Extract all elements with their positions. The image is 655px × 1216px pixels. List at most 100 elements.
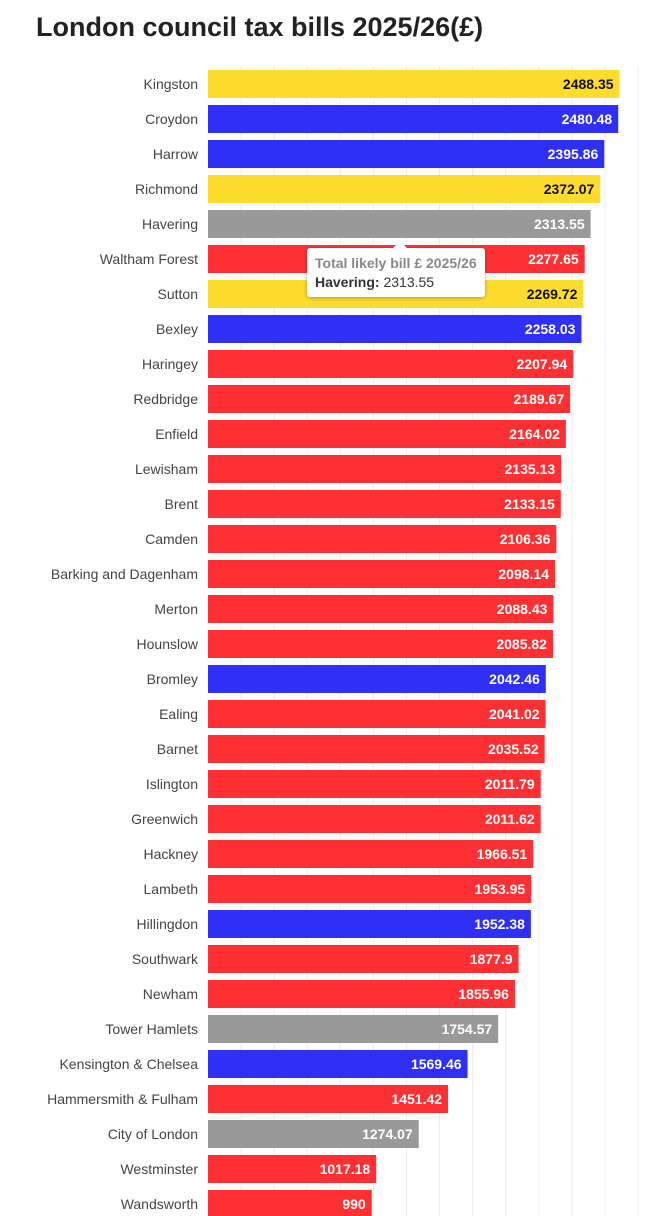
category-label: Camden	[145, 531, 198, 547]
data-label: 2277.65	[528, 251, 579, 267]
tooltip-value: 2313.55	[383, 274, 435, 290]
bar[interactable]	[208, 455, 562, 483]
bar[interactable]	[208, 945, 519, 973]
data-label: 2106.36	[500, 531, 551, 547]
data-label: 2395.86	[548, 146, 599, 162]
bar[interactable]	[208, 1015, 499, 1043]
bar[interactable]	[208, 140, 605, 168]
tooltip: Total likely bill £ 2025/26 Havering: 23…	[307, 241, 485, 297]
bar[interactable]	[208, 70, 620, 98]
data-label: 2372.07	[544, 181, 595, 197]
data-label: 2042.46	[489, 671, 540, 687]
data-label: 1877.9	[470, 951, 513, 967]
bar[interactable]	[208, 665, 546, 693]
data-label: 2011.62	[485, 811, 535, 827]
data-label: 1569.46	[411, 1056, 462, 1072]
data-label: 2258.03	[525, 321, 576, 337]
category-label: Southwark	[132, 951, 199, 967]
data-label: 2041.02	[489, 706, 540, 722]
data-label: 2011.79	[485, 776, 535, 792]
category-label: Bromley	[147, 671, 198, 687]
category-label: Sutton	[158, 286, 198, 302]
category-label: Haringey	[142, 356, 198, 372]
bar[interactable]	[208, 1190, 372, 1216]
data-label: 2085.82	[496, 636, 547, 652]
bar[interactable]	[208, 875, 532, 903]
chart-title: London council tax bills 2025/26(£)	[36, 12, 484, 42]
data-label: 2164.02	[509, 426, 560, 442]
data-label: 2035.52	[488, 741, 539, 757]
bar[interactable]	[208, 350, 574, 378]
category-label: Ealing	[159, 706, 198, 722]
category-label: City of London	[108, 1126, 198, 1142]
data-label: 1952.38	[474, 916, 525, 932]
data-label: 1451.42	[391, 1091, 442, 1107]
category-label: Tower Hamlets	[105, 1021, 198, 1037]
bar[interactable]	[208, 1155, 377, 1183]
bar[interactable]	[208, 420, 566, 448]
data-label: 2207.94	[517, 356, 568, 372]
category-label: Richmond	[135, 181, 198, 197]
category-label: Lambeth	[144, 881, 198, 897]
category-label: Kensington & Chelsea	[59, 1056, 198, 1072]
data-label: 2135.13	[505, 461, 556, 477]
bar[interactable]	[208, 385, 571, 413]
category-label: Kingston	[144, 76, 198, 92]
category-label: Brent	[165, 496, 199, 512]
category-label: Hammersmith & Fulham	[47, 1091, 198, 1107]
data-label: 1966.51	[477, 846, 528, 862]
category-label: Havering	[142, 216, 198, 232]
data-label: 1855.96	[458, 986, 509, 1002]
bar[interactable]	[208, 315, 582, 343]
category-label: Islington	[146, 776, 198, 792]
bar[interactable]	[208, 595, 554, 623]
category-label: Newham	[143, 986, 198, 1002]
data-label: 2488.35	[563, 76, 614, 92]
data-label: 1017.18	[320, 1161, 371, 1177]
bar[interactable]	[208, 105, 619, 133]
bar[interactable]	[208, 805, 541, 833]
data-label: 2269.72	[527, 286, 578, 302]
bar[interactable]	[208, 1085, 449, 1113]
category-label: Hillingdon	[137, 916, 198, 932]
category-label: Redbridge	[133, 391, 198, 407]
data-label: 2098.14	[498, 566, 549, 582]
category-label: Bexley	[156, 321, 198, 337]
bar[interactable]	[208, 1120, 419, 1148]
data-label: 2133.15	[504, 496, 555, 512]
category-label: Enfield	[155, 426, 198, 442]
data-label: 2189.67	[514, 391, 565, 407]
data-label: 2088.43	[497, 601, 548, 617]
category-label: Harrow	[153, 146, 199, 162]
bar[interactable]	[208, 525, 557, 553]
category-label: Westminster	[120, 1161, 198, 1177]
data-label: 2480.48	[562, 111, 613, 127]
bar[interactable]	[208, 840, 534, 868]
category-label: Greenwich	[131, 811, 198, 827]
category-label: Merton	[154, 601, 198, 617]
category-label: Hackney	[144, 846, 198, 862]
bar[interactable]	[208, 175, 601, 203]
data-label: 1953.95	[475, 881, 526, 897]
bar[interactable]	[208, 770, 541, 798]
category-label: Lewisham	[135, 461, 198, 477]
bar[interactable]	[208, 1050, 468, 1078]
bar[interactable]	[208, 910, 531, 938]
data-label: 990	[342, 1196, 366, 1212]
category-label: Waltham Forest	[100, 251, 198, 267]
bar[interactable]	[208, 735, 545, 763]
category-label: Hounslow	[137, 636, 199, 652]
category-label: Wandsworth	[121, 1196, 198, 1212]
bar[interactable]	[208, 980, 515, 1008]
bar[interactable]	[208, 210, 591, 238]
tooltip-header: Total likely bill £ 2025/26	[315, 255, 477, 271]
category-label: Barnet	[157, 741, 198, 757]
data-label: 1274.07	[362, 1126, 413, 1142]
category-label: Croydon	[145, 111, 198, 127]
bar[interactable]	[208, 490, 561, 518]
category-label: Barking and Dagenham	[51, 566, 198, 582]
bar[interactable]	[208, 700, 546, 728]
bar[interactable]	[208, 560, 556, 588]
bar[interactable]	[208, 630, 553, 658]
